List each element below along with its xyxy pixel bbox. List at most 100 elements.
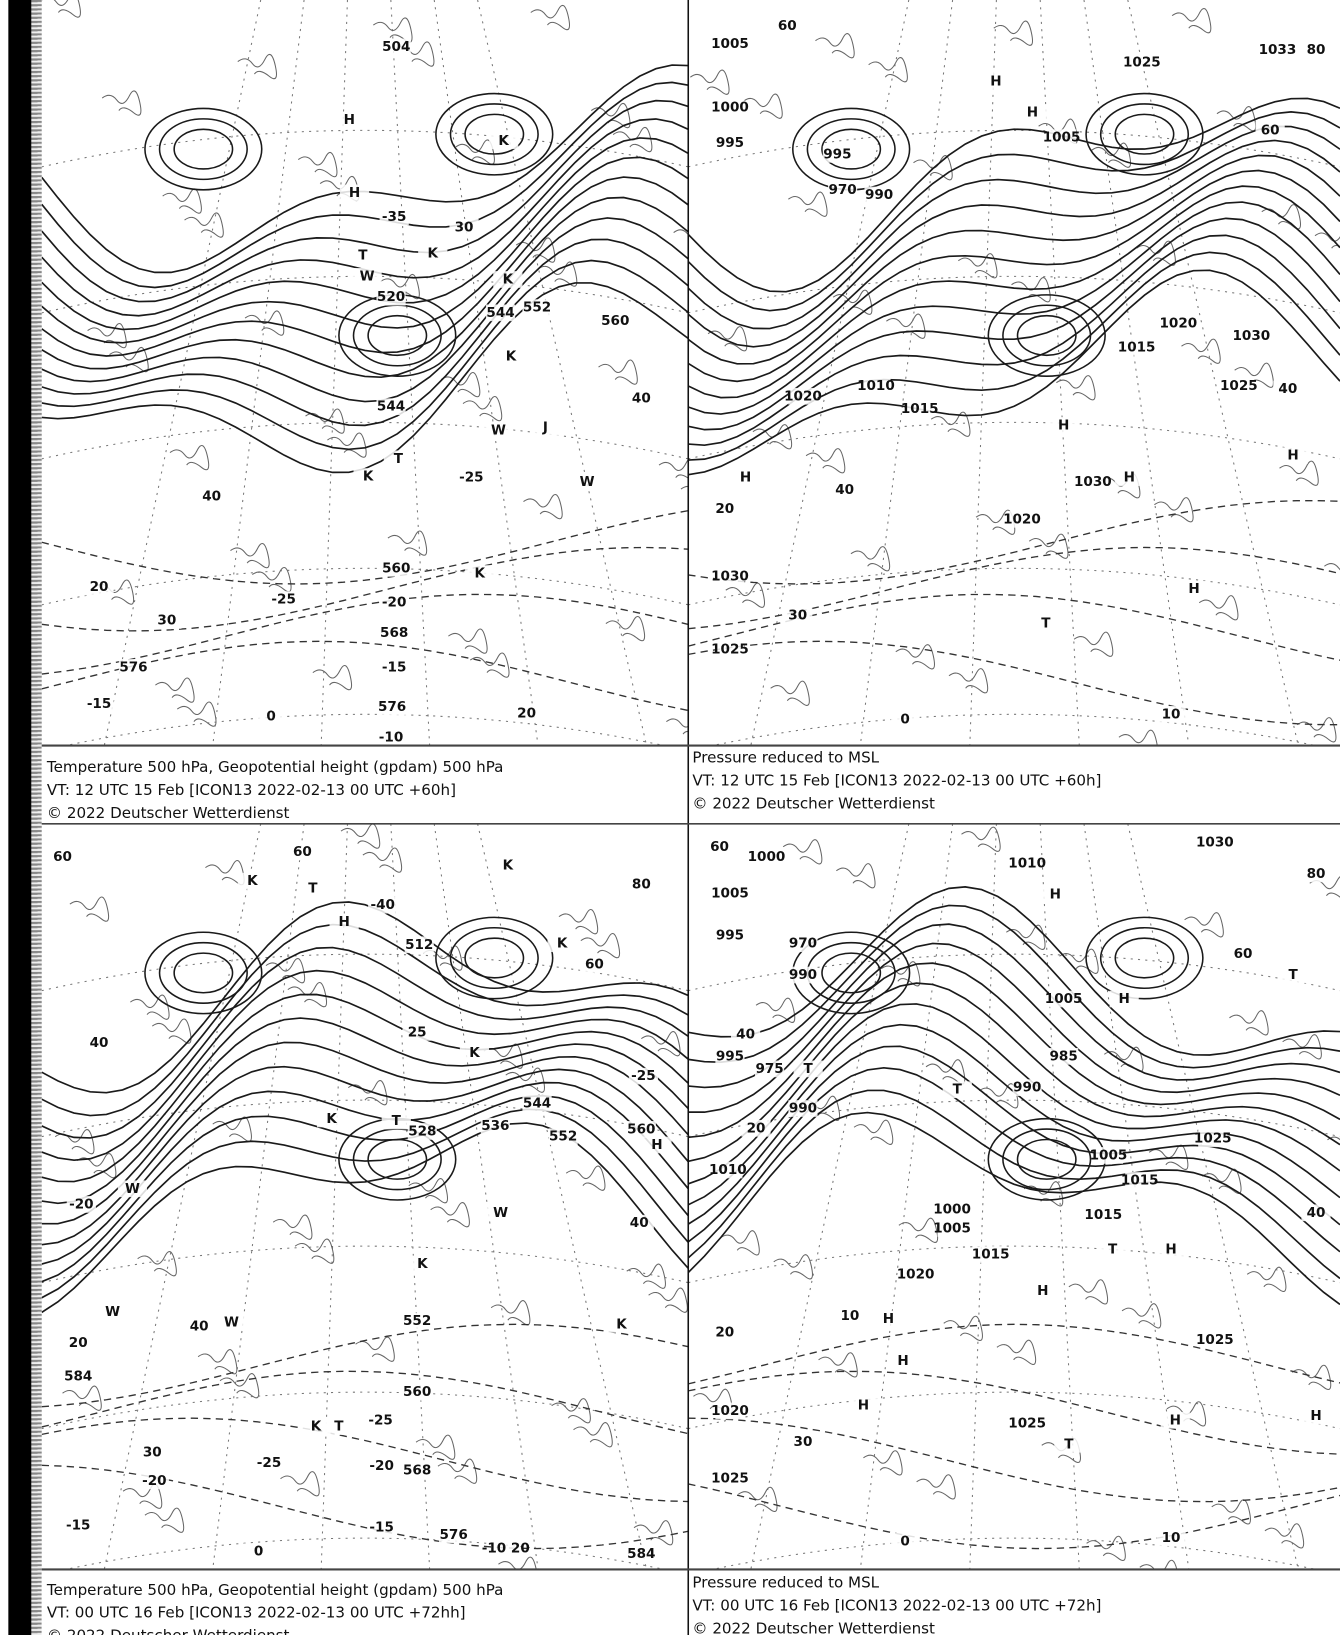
map-label: K: [311, 1419, 322, 1435]
label-backdrop: [459, 1044, 490, 1062]
map-label: 1033: [1259, 42, 1297, 58]
contour: [688, 217, 1340, 431]
label-backdrop: [606, 1316, 637, 1333]
map-label: 60: [293, 844, 312, 860]
map-label: H: [990, 73, 1001, 89]
contour: [41, 259, 689, 451]
map-label: -25: [631, 1068, 655, 1084]
label-backdrop: [418, 245, 448, 262]
map-label: T: [392, 1113, 402, 1129]
map-label: 970: [828, 182, 856, 198]
map-label: 1015: [972, 1246, 1010, 1262]
isotherm: [41, 509, 689, 585]
meridian: [859, 823, 954, 1570]
coastline: [54, 823, 688, 1570]
label-backdrop: [1255, 122, 1285, 139]
label-backdrop: [715, 35, 745, 53]
map-label: H: [651, 1137, 662, 1153]
caption-line: Pressure reduced to MSL: [692, 1573, 879, 1591]
label-backdrop: [197, 488, 227, 505]
map-label: 80: [1307, 866, 1326, 882]
contour: [41, 1065, 689, 1246]
label-backdrop: [715, 885, 745, 903]
isotherm: [688, 1323, 1340, 1385]
edge-hatch: [31, 0, 42, 1636]
closed-contour: [1114, 937, 1175, 979]
label-backdrop: [530, 419, 560, 436]
label-backdrop: [890, 711, 920, 728]
label-backdrop: [1179, 580, 1209, 598]
closed-contour: [1099, 103, 1190, 166]
map-label: K: [247, 873, 258, 889]
map-label: H: [1165, 1241, 1176, 1257]
map-label: -15: [382, 659, 406, 675]
label-backdrop: [1125, 1172, 1155, 1189]
map-label: 60: [778, 18, 797, 34]
label-backdrop: [381, 1112, 411, 1130]
contour: [41, 946, 689, 1139]
map-label: 1025: [711, 642, 749, 658]
label-backdrop: [368, 896, 398, 914]
label-backdrop: [1278, 447, 1308, 465]
map-label: H: [1188, 581, 1199, 597]
label-backdrop: [439, 1526, 469, 1544]
map-label: T: [1041, 616, 1051, 632]
label-backdrop: [1028, 1282, 1058, 1300]
map-label: 30: [455, 219, 474, 235]
meridian: [103, 0, 262, 746]
label-backdrop: [66, 1196, 96, 1213]
label-backdrop: [456, 469, 486, 486]
map-label: T: [1064, 1436, 1074, 1452]
label-backdrop: [835, 1307, 865, 1325]
label-backdrop: [407, 1123, 437, 1140]
map-label: 0: [266, 708, 275, 724]
isotherm: [688, 640, 1340, 726]
map-label: 1025: [1196, 1332, 1234, 1348]
closed-contour: [144, 107, 263, 191]
parallel: [688, 1391, 1340, 1430]
label-backdrop: [788, 1100, 818, 1117]
parallel: [688, 953, 1340, 992]
isotherm: [688, 593, 1340, 661]
map-label: 1025: [1220, 378, 1258, 394]
map-label: W: [224, 1314, 239, 1330]
label-backdrop: [1046, 129, 1077, 146]
map-label: K: [506, 349, 517, 365]
contour: [41, 238, 689, 427]
label-backdrop: [63, 1517, 93, 1534]
label-backdrop: [1049, 1048, 1079, 1065]
caption-area: [41, 1570, 689, 1639]
label-backdrop: [754, 1060, 785, 1078]
map-label: H: [1124, 470, 1135, 486]
map-label: 1010: [709, 1162, 747, 1178]
label-backdrop: [254, 1454, 284, 1472]
contour: [41, 993, 689, 1183]
map-label: 60: [53, 849, 72, 865]
label-backdrop: [47, 848, 78, 866]
map-label: 60: [1234, 946, 1253, 962]
meridian: [1083, 823, 1190, 1570]
map-label: 1005: [711, 36, 749, 52]
label-backdrop: [63, 1334, 93, 1352]
map-label: H: [344, 112, 355, 128]
label-backdrop: [489, 132, 519, 150]
map-label: 40: [1278, 381, 1297, 397]
map-label: 544: [377, 399, 405, 415]
meridian: [969, 0, 997, 746]
label-backdrop: [367, 1457, 397, 1475]
meridian: [477, 0, 648, 746]
label-backdrop: [1224, 377, 1254, 395]
label-backdrop: [353, 468, 383, 485]
map-label: 1005: [711, 886, 749, 902]
map-label: 1005: [1043, 130, 1081, 146]
label-backdrop: [256, 708, 286, 725]
map-label: H: [858, 1398, 869, 1414]
map-label: 1025: [711, 1471, 749, 1487]
contour: [41, 99, 689, 303]
parallel: [688, 275, 1340, 314]
label-backdrop: [216, 1313, 247, 1331]
closed-contour: [464, 113, 525, 155]
meridian: [320, 823, 348, 1570]
label-backdrop: [184, 1318, 214, 1335]
label-backdrop: [496, 348, 526, 365]
